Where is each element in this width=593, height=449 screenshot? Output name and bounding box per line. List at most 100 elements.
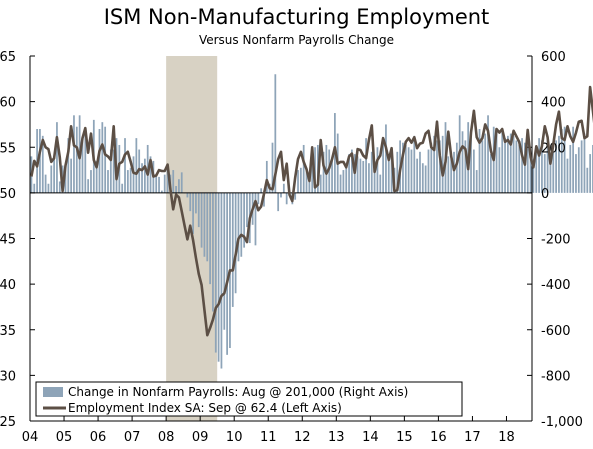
payroll-bar xyxy=(441,135,444,193)
payroll-bar xyxy=(572,126,575,193)
legend: Change in Nonfarm Payrolls: Aug @ 201,00… xyxy=(35,381,463,417)
payroll-bar xyxy=(328,149,331,193)
payroll-bar xyxy=(243,192,246,248)
x-tick-label: 05 xyxy=(56,430,73,445)
left-tick-label: 25 xyxy=(0,415,16,430)
x-tick-label: 14 xyxy=(362,430,379,445)
payroll-bar xyxy=(580,140,583,193)
left-tick-label: 50 xyxy=(0,187,16,202)
payroll-bar xyxy=(455,142,458,193)
legend-bar-swatch xyxy=(43,387,63,397)
payroll-bar xyxy=(521,138,523,193)
payroll-bar xyxy=(172,170,175,193)
payroll-bar xyxy=(50,165,53,193)
payroll-bar xyxy=(396,151,399,193)
payroll-bar xyxy=(260,188,263,193)
payroll-bar xyxy=(526,140,529,193)
payroll-bar xyxy=(524,142,526,193)
payroll-bar xyxy=(583,133,586,193)
legend-line-label: Employment Index SA: Sep @ 62.4 (Left Ax… xyxy=(68,401,342,415)
left-tick-label: 65 xyxy=(0,50,16,65)
payroll-bar xyxy=(53,158,55,193)
payroll-bar xyxy=(135,138,138,193)
payroll-bar xyxy=(507,135,509,193)
payroll-bar xyxy=(121,183,124,193)
payroll-bar xyxy=(149,156,152,193)
chart-subtitle: Versus Nonfarm Payrolls Change xyxy=(198,33,395,47)
payroll-bar xyxy=(322,151,325,193)
payroll-bar xyxy=(166,165,169,193)
payroll-bar xyxy=(569,144,572,193)
payroll-bar xyxy=(70,158,73,193)
payroll-bar xyxy=(512,135,515,193)
left-tick-label: 40 xyxy=(0,278,16,293)
payroll-bar xyxy=(33,183,36,193)
payroll-bar xyxy=(112,149,115,193)
payroll-bar xyxy=(575,154,577,193)
payroll-bar xyxy=(563,126,566,193)
payroll-bar xyxy=(385,124,387,193)
payroll-bar xyxy=(104,126,107,193)
payroll-bar xyxy=(416,158,419,193)
payroll-bar xyxy=(504,138,506,193)
legend-box xyxy=(35,381,463,417)
payroll-bar xyxy=(41,135,44,193)
payroll-bar xyxy=(107,170,109,193)
payroll-bar xyxy=(495,129,498,193)
payroll-bar xyxy=(64,165,67,193)
payroll-bar xyxy=(433,135,436,193)
payroll-bar xyxy=(407,147,410,193)
payroll-bar xyxy=(271,142,274,193)
payroll-bar xyxy=(552,151,555,193)
payroll-bar xyxy=(566,158,569,193)
payroll-bar xyxy=(541,140,543,193)
payroll-bar xyxy=(257,192,260,205)
payroll-bar xyxy=(373,160,376,193)
left-tick-label: 35 xyxy=(0,324,16,339)
payroll-bar xyxy=(209,192,211,285)
payroll-bar xyxy=(413,135,416,193)
x-tick-label: 08 xyxy=(158,430,175,445)
right-tick-label: -1,000 xyxy=(541,415,583,430)
payroll-bar xyxy=(356,156,359,193)
x-tick-label: 07 xyxy=(124,430,141,445)
payroll-bar xyxy=(543,154,546,193)
payroll-bar xyxy=(487,115,489,193)
payroll-bar xyxy=(297,170,299,193)
payroll-bar xyxy=(44,174,47,193)
payroll-bar xyxy=(436,140,438,193)
payroll-bar xyxy=(387,160,390,193)
x-tick-label: 16 xyxy=(430,430,447,445)
payroll-bar xyxy=(200,192,203,248)
payroll-bar xyxy=(555,140,557,193)
payroll-bar xyxy=(529,156,532,193)
payroll-bar xyxy=(427,149,430,193)
payroll-bar xyxy=(161,190,163,193)
payroll-bar xyxy=(430,142,433,193)
payroll-bar xyxy=(237,192,240,262)
payroll-bar xyxy=(132,156,135,193)
payroll-bar xyxy=(206,192,209,262)
payroll-bar xyxy=(155,174,158,193)
payroll-bar xyxy=(404,144,407,193)
payroll-bar xyxy=(419,151,421,193)
payroll-bar xyxy=(518,144,521,193)
payroll-bar xyxy=(246,192,248,228)
payroll-bar xyxy=(450,158,453,193)
payroll-bar xyxy=(379,174,382,193)
payroll-bar xyxy=(382,138,384,193)
payroll-bar xyxy=(478,129,481,193)
payroll-bar xyxy=(126,170,129,193)
axis-layer: 25 30 35 40 45 50 55 60 65 -1,000 -800 -600 -400 -200… xyxy=(0,50,583,445)
payroll-bar xyxy=(484,133,487,193)
x-tick-label: 06 xyxy=(90,430,107,445)
payroll-bar xyxy=(231,192,234,307)
payroll-bar xyxy=(498,147,501,193)
payroll-bar xyxy=(294,192,297,200)
payroll-bar xyxy=(95,160,98,193)
payroll-bar xyxy=(56,122,58,193)
payroll-bar xyxy=(345,167,348,193)
payroll-bar xyxy=(220,192,223,369)
payroll-bar xyxy=(180,172,183,193)
